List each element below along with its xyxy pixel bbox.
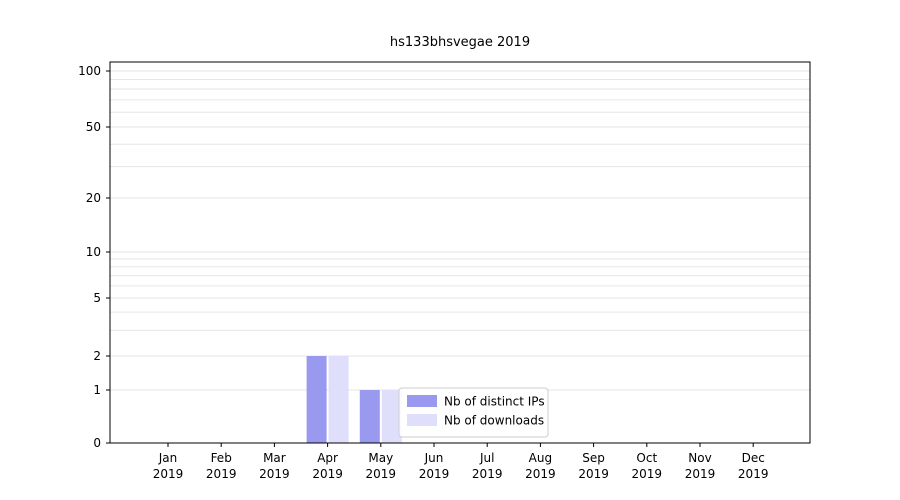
y-tick-label: 20 (86, 191, 101, 205)
x-tick-label-month: Mar (263, 451, 286, 465)
bar-distinct-ips (359, 390, 380, 443)
y-tick-label: 100 (78, 64, 101, 78)
y-tick-label: 0 (93, 436, 101, 450)
y-tick-label: 50 (86, 120, 101, 134)
y-tick-label: 2 (93, 349, 101, 363)
x-tick-label-year: 2019 (312, 467, 343, 481)
x-tick-label-year: 2019 (685, 467, 716, 481)
bar-downloads (328, 356, 349, 443)
x-tick-label-year: 2019 (472, 467, 503, 481)
bar-downloads (381, 390, 402, 443)
x-tick-label-month: Jul (479, 451, 494, 465)
x-tick-label-month: Jan (158, 451, 178, 465)
x-tick-label-year: 2019 (738, 467, 769, 481)
legend-label: Nb of downloads (444, 414, 544, 428)
chart-title: hs133bhsvegae 2019 (389, 35, 531, 50)
x-tick-label-month: Feb (211, 451, 232, 465)
x-tick-label-month: Apr (317, 451, 338, 465)
x-tick-label-year: 2019 (578, 467, 609, 481)
x-tick-label-year: 2019 (419, 467, 450, 481)
x-tick-label-month: Dec (742, 451, 765, 465)
y-tick-label: 1 (93, 383, 101, 397)
x-tick-label-month: Nov (688, 451, 711, 465)
x-tick-label-month: Aug (529, 451, 552, 465)
bar-distinct-ips (306, 356, 327, 443)
x-tick-label-year: 2019 (366, 467, 397, 481)
legend-swatch (407, 414, 437, 426)
legend-label: Nb of distinct IPs (444, 395, 545, 409)
y-tick-label: 10 (86, 245, 101, 259)
x-tick-label-month: Jun (424, 451, 444, 465)
x-tick-label-year: 2019 (525, 467, 556, 481)
x-tick-label-month: Sep (582, 451, 605, 465)
x-tick-label-year: 2019 (632, 467, 663, 481)
legend-swatch (407, 395, 437, 407)
x-tick-label-month: Oct (636, 451, 657, 465)
x-tick-label-year: 2019 (153, 467, 184, 481)
y-tick-label: 5 (93, 291, 101, 305)
x-tick-label-year: 2019 (259, 467, 290, 481)
x-tick-label-year: 2019 (206, 467, 237, 481)
x-tick-label-month: May (368, 451, 393, 465)
